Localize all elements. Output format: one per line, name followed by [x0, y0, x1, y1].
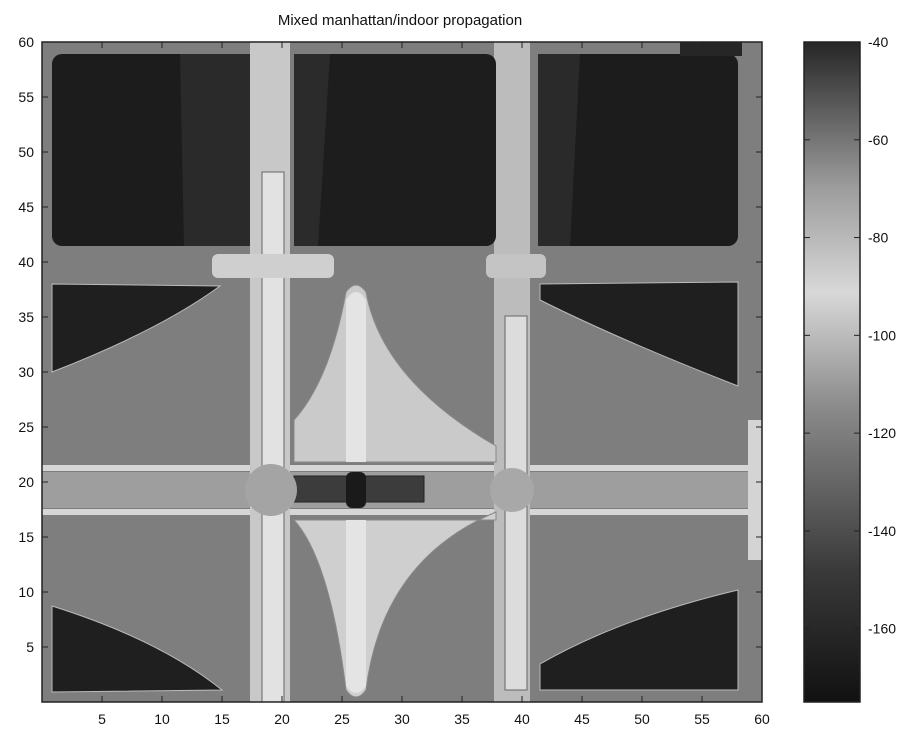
x-tick-label: 25	[334, 711, 350, 727]
source-hot-core	[346, 472, 366, 508]
y-tick-label: 45	[18, 199, 34, 215]
colorbar-tick-label: -40	[868, 34, 888, 50]
heatmap-field	[42, 42, 762, 702]
street-horizontal-edge	[42, 465, 762, 515]
block-top-center	[294, 54, 496, 246]
colorbar-tick-label: -100	[868, 327, 896, 343]
colorbar-tick-label: -60	[868, 132, 888, 148]
colorbar-tick-label: -80	[868, 230, 888, 246]
y-tick-label: 55	[18, 89, 34, 105]
y-tick-label: 60	[18, 34, 34, 50]
wedge-bottom-right	[539, 589, 739, 691]
cusp-upper	[293, 284, 497, 463]
street-core-20	[261, 171, 285, 702]
x-axis-ticks: 5 10 15 20 25 30 35 40 45 50 55 60	[98, 42, 770, 727]
block-top-left-wedge	[180, 54, 250, 246]
colorbar-tick-label: -160	[868, 621, 896, 637]
x-tick-label: 45	[574, 711, 590, 727]
y-tick-label: 50	[18, 144, 34, 160]
x-tick-label: 35	[454, 711, 470, 727]
crossbar-40	[486, 254, 546, 278]
junction-40	[490, 468, 534, 512]
x-tick-label: 50	[634, 711, 650, 727]
colorbar-tick-label: -140	[868, 523, 896, 539]
block-top-right-corner	[680, 42, 742, 56]
crossbar-20	[212, 254, 334, 278]
x-tick-label: 55	[694, 711, 710, 727]
block-top-right	[538, 54, 738, 246]
x-tick-label: 5	[98, 711, 106, 727]
chart-title: Mixed manhattan/indoor propagation	[278, 12, 522, 29]
x-tick-label: 20	[274, 711, 290, 727]
y-tick-label: 30	[18, 364, 34, 380]
junction-20	[245, 464, 297, 516]
cusp-lower-core	[346, 520, 366, 693]
y-axis-ticks: 5 10 15 20 25 30 35 40 45 50 55 60	[18, 34, 762, 655]
y-tick-label: 20	[18, 474, 34, 490]
block-top-right-wedge	[538, 54, 580, 246]
colorbar	[803, 41, 861, 703]
y-tick-label: 25	[18, 419, 34, 435]
block-top-center-wedge	[294, 54, 330, 246]
y-tick-label: 15	[18, 529, 34, 545]
colorbar-ticks: -40 -60 -80 -100 -120 -140 -160	[804, 34, 896, 637]
wedge-bottom-left	[51, 605, 224, 693]
x-tick-label: 15	[214, 711, 230, 727]
wedge-mid-right	[539, 281, 739, 387]
x-tick-label: 40	[514, 711, 530, 727]
colorbar-tick-label: -120	[868, 425, 896, 441]
y-tick-label: 5	[26, 639, 34, 655]
x-tick-label: 30	[394, 711, 410, 727]
y-tick-label: 10	[18, 584, 34, 600]
x-tick-label: 60	[754, 711, 770, 727]
cusp-lower	[292, 511, 497, 698]
cusp-upper-core	[346, 292, 366, 462]
y-tick-label: 35	[18, 309, 34, 325]
wedge-mid-left	[51, 283, 222, 373]
x-tick-label: 10	[154, 711, 170, 727]
street-vertical-60-strip	[748, 420, 762, 560]
y-tick-label: 40	[18, 254, 34, 270]
